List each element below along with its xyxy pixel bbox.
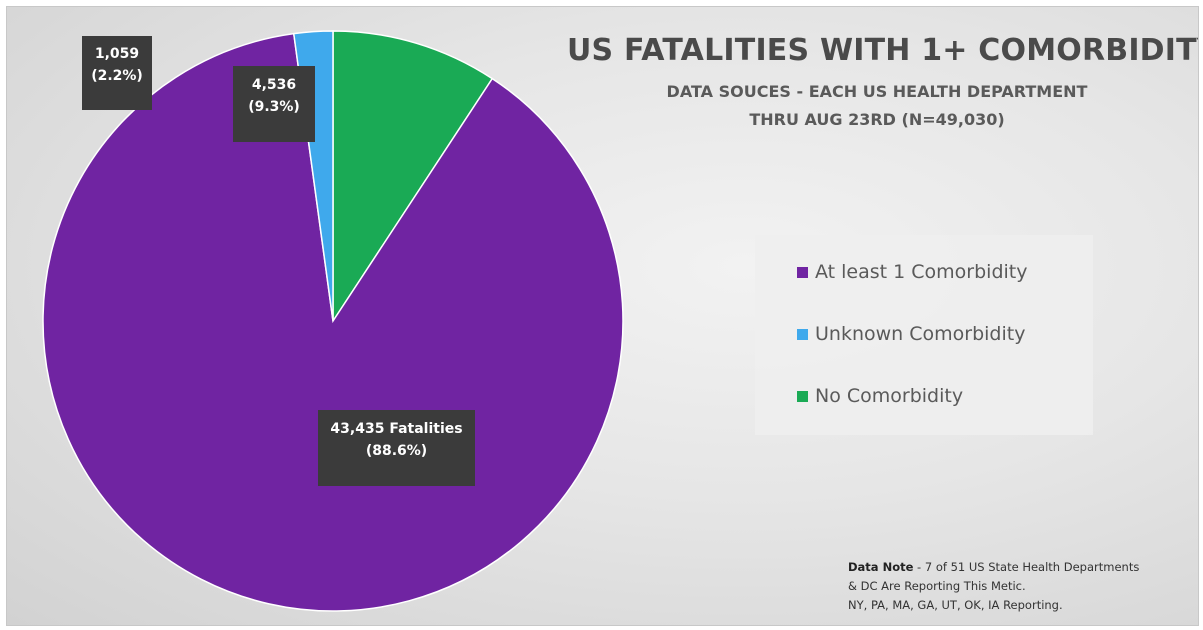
data-note-line-1: Data Note - 7 of 51 US State Health Depa… [848, 558, 1139, 577]
legend-swatch [797, 390, 808, 402]
data-label-at-least-1-comorbidity: 43,435 Fatalities (88.6%) [318, 410, 475, 486]
data-label-value: 1,059 [94, 46, 140, 62]
legend-swatch [797, 328, 808, 340]
data-note-bold: Data Note [848, 560, 914, 574]
chart-legend: At least 1 Comorbidity Unknown Comorbidi… [755, 235, 1093, 435]
legend-label: Unknown Comorbidity [815, 323, 1026, 345]
legend-label: No Comorbidity [815, 385, 964, 407]
data-note-line-2: & DC Are Reporting This Metic. [848, 579, 1026, 593]
legend-item-unknown-comorbidity[interactable]: Unknown Comorbidity [797, 323, 1025, 345]
pie-slice-at-least-1-comorbidity[interactable] [42, 32, 624, 612]
data-label-unknown-comorbidity: 1,059 (2.2%) [82, 36, 152, 110]
legend-label: At least 1 Comorbidity [815, 261, 1028, 283]
chart-title: US FATALITIES WITH 1+ COMORBIDITY [567, 33, 1199, 68]
data-label-no-comorbidity: 4,536 (9.3%) [233, 66, 315, 142]
chart-subtitle-line-1: DATA SOUCES - EACH US HEALTH DEPARTMENT [666, 82, 1088, 101]
chart-subtitle-line-2: THRU AUG 23RD (N=49,030) [749, 110, 1005, 129]
data-label-percent: (88.6%) [365, 443, 428, 459]
legend-item-at-least-1-comorbidity[interactable]: At least 1 Comorbidity [797, 261, 1028, 283]
data-note-line-1-text: - 7 of 51 US State Health Departments [913, 560, 1140, 574]
data-note: Data Note - 7 of 51 US State Health Depa… [848, 558, 1139, 615]
chart-frame: US FATALITIES WITH 1+ COMORBIDITY DATA S… [6, 6, 1199, 626]
data-label-value: 4,536 [251, 77, 297, 93]
legend-swatch [797, 266, 808, 278]
data-note-line-3: NY, PA, MA, GA, UT, OK, IA Reporting. [848, 598, 1063, 612]
legend-item-no-comorbidity[interactable]: No Comorbidity [797, 385, 963, 407]
data-label-percent: (9.3%) [248, 99, 300, 115]
pie-slice-no-comorbidity[interactable] [332, 30, 494, 324]
data-label-percent: (2.2%) [91, 68, 143, 84]
data-label-value: 43,435 Fatalities [330, 421, 463, 437]
